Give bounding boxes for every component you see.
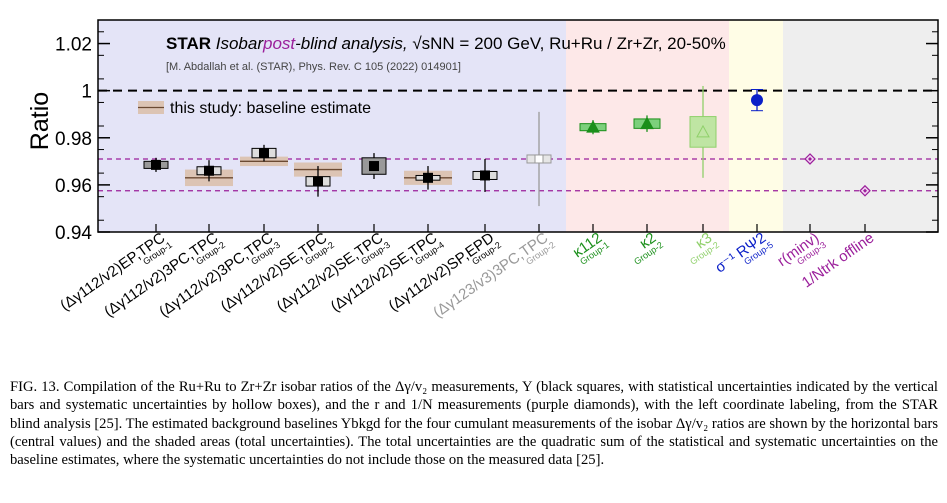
band-r-n xyxy=(783,20,938,232)
y-tick-label: 1.02 xyxy=(55,35,92,56)
point-9-marker xyxy=(586,120,600,133)
point-3-marker xyxy=(259,148,269,159)
caption-line-3: (purple diamonds), with the left coordin… xyxy=(10,397,938,432)
legend-label: this study: baseline estimate xyxy=(170,100,371,117)
point-8-marker xyxy=(534,154,544,164)
band-sigma xyxy=(729,20,783,232)
caption-line-1: FIG. 13. Compilation of the Ru+Ru to Zr+… xyxy=(10,379,714,395)
point-14-marker-center xyxy=(863,188,867,193)
point-12-marker xyxy=(751,94,763,107)
caption-line-4: Ybkgd for the four cumulant measurements… xyxy=(10,415,938,450)
chart-title: STAR Isobarpost-blind analysis, √sNN = 2… xyxy=(166,34,726,53)
y-tick-label: 0.94 xyxy=(55,223,92,244)
caption-line-6: on the baseline estimates, where the sys… xyxy=(10,433,939,469)
caption-line-2: uncertainties indicated by the vertical … xyxy=(10,379,938,414)
chart-figure: 0.94 0.96 0.98 1 1.02 Ratio STAR Isobarpost-b… xyxy=(26,19,939,321)
point-11-sys-box xyxy=(689,116,717,148)
band-delta-gamma xyxy=(98,20,566,232)
point-6-marker xyxy=(423,172,433,183)
y-tick-label: 0.96 xyxy=(55,176,92,197)
ratio-chart: 0.94 0.96 0.98 1 1.02 Ratio STAR Isobarpost-b… xyxy=(26,19,939,321)
figure-caption: FIG. 13. Compilation of the Ru+Ru to Zr+… xyxy=(10,378,938,469)
caption-line-5: shaded areas (total uncertainties). The … xyxy=(154,433,896,450)
point-13-marker-center xyxy=(808,156,812,161)
point-7-marker xyxy=(480,170,490,181)
y-axis-label: Ratio xyxy=(26,92,54,150)
point-5-marker xyxy=(369,161,379,172)
chart-reference: [M. Abdallah et al. (STAR), Phys. Rev. C… xyxy=(166,61,461,73)
point-2-marker xyxy=(204,165,214,176)
point-10-marker xyxy=(640,116,654,130)
point-1-marker xyxy=(151,159,161,170)
point-4-marker xyxy=(313,176,323,187)
y-tick-label: 0.98 xyxy=(55,129,92,150)
point-11-marker xyxy=(696,124,710,138)
y-tick-label: 1 xyxy=(81,82,92,103)
